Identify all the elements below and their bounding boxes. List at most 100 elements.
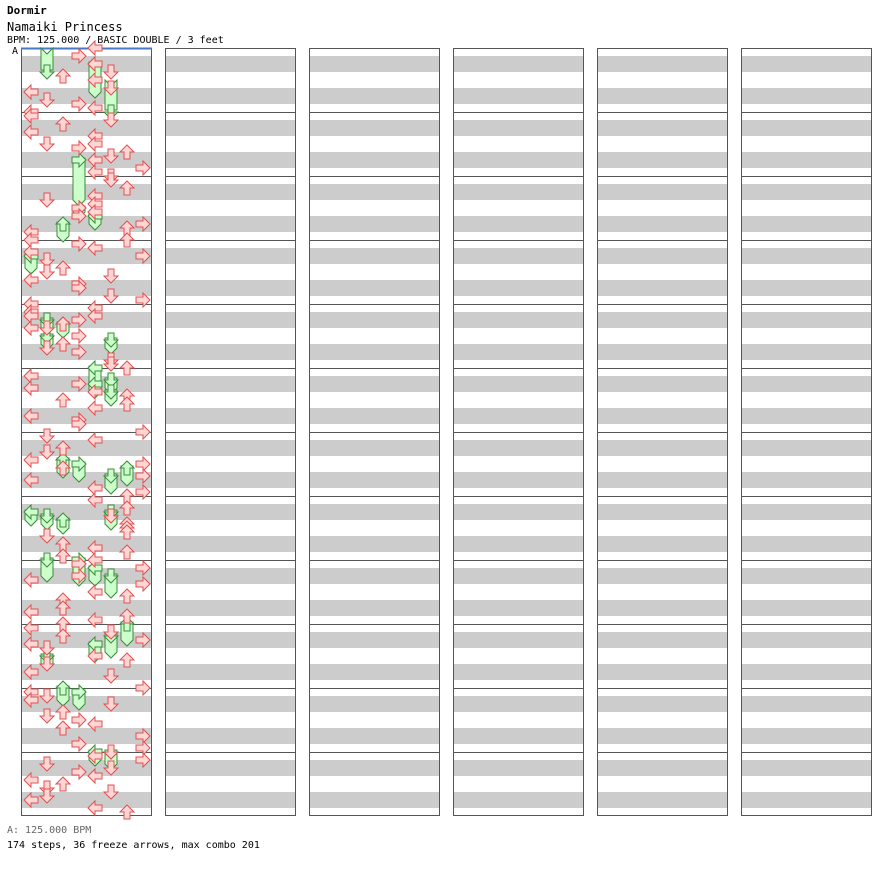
down-arrow-icon (102, 668, 120, 684)
right-arrow-icon (71, 95, 87, 113)
beat-stripe (741, 376, 872, 392)
up-arrow-icon (54, 600, 72, 616)
beat-stripe (453, 792, 584, 808)
left-arrow-icon (23, 603, 39, 621)
beat-stripe (453, 472, 584, 488)
left-arrow-icon (87, 203, 103, 221)
beat-stripe (453, 696, 584, 712)
beat-stripe (741, 568, 872, 584)
beat-stripe (597, 152, 728, 168)
beat-stripe (453, 56, 584, 72)
beat-stripe (597, 504, 728, 520)
beat-stripe (741, 56, 872, 72)
beat-stripe (741, 632, 872, 648)
beat-stripe (21, 56, 152, 72)
beat-stripe (597, 536, 728, 552)
beat-stripe (741, 536, 872, 552)
column-border (165, 48, 296, 816)
beat-stripe (309, 312, 440, 328)
beat-stripe (309, 728, 440, 744)
left-arrow-icon (87, 307, 103, 325)
beat-stripe (309, 248, 440, 264)
beat-stripe (453, 664, 584, 680)
beat-stripe (597, 56, 728, 72)
up-arrow-icon (54, 628, 72, 644)
beat-stripe (309, 664, 440, 680)
left-arrow-icon (23, 619, 39, 637)
beat-stripe (21, 408, 152, 424)
down-arrow-icon (102, 784, 120, 800)
beat-stripe (165, 568, 296, 584)
beat-stripe (309, 600, 440, 616)
column-border (597, 48, 728, 816)
beat-stripe (453, 408, 584, 424)
right-arrow-icon (71, 47, 87, 65)
left-arrow-icon (87, 431, 103, 449)
up-arrow-icon (118, 652, 136, 668)
beat-stripe (453, 184, 584, 200)
beat-stripe (21, 760, 152, 776)
up-arrow-icon (118, 360, 136, 376)
beat-stripe (165, 632, 296, 648)
beat-stripe (597, 792, 728, 808)
left-arrow-icon (23, 107, 39, 125)
right-arrow-icon (135, 483, 151, 501)
beat-stripe (165, 312, 296, 328)
beat-stripe (453, 440, 584, 456)
beat-stripe (309, 152, 440, 168)
beat-stripe (21, 248, 152, 264)
down-arrow-icon (102, 288, 120, 304)
up-arrow-icon (54, 460, 72, 476)
beat-stripe (309, 792, 440, 808)
down-arrow-icon (102, 384, 120, 400)
up-arrow-icon (118, 524, 136, 540)
beat-stripe (597, 760, 728, 776)
up-arrow-icon (118, 500, 136, 516)
chart-stats: 174 steps, 36 freeze arrows, max combo 2… (7, 840, 260, 851)
beat-stripe (309, 760, 440, 776)
right-arrow-icon (71, 763, 87, 781)
down-arrow-icon (38, 552, 56, 568)
up-arrow-icon (118, 144, 136, 160)
down-arrow-icon (38, 528, 56, 544)
bpm-marker-label: A (12, 46, 19, 57)
left-arrow-icon (87, 767, 103, 785)
right-arrow-icon (135, 467, 151, 485)
left-arrow-icon (87, 383, 103, 401)
beat-stripe (309, 56, 440, 72)
left-arrow-icon (87, 239, 103, 257)
up-arrow-icon (118, 804, 136, 820)
right-arrow-icon (71, 375, 87, 393)
beat-stripe (309, 472, 440, 488)
right-arrow-icon (71, 567, 87, 585)
beat-stripe (597, 696, 728, 712)
up-arrow-icon (54, 776, 72, 792)
beat-stripe (597, 344, 728, 360)
up-arrow-icon (54, 336, 72, 352)
down-arrow-icon (38, 788, 56, 804)
right-arrow-icon (71, 207, 87, 225)
right-arrow-icon (135, 679, 151, 697)
beat-stripe (21, 664, 152, 680)
left-arrow-icon (87, 55, 103, 73)
left-arrow-icon (23, 123, 39, 141)
left-arrow-icon (23, 771, 39, 789)
right-arrow-icon (71, 235, 87, 253)
beat-stripe (741, 152, 872, 168)
left-arrow-icon (87, 99, 103, 117)
right-arrow-icon (71, 139, 87, 157)
left-arrow-icon (23, 83, 39, 101)
beat-stripe (597, 280, 728, 296)
beat-stripe (453, 248, 584, 264)
beat-stripe (741, 760, 872, 776)
down-arrow-icon (102, 332, 120, 348)
up-arrow-icon (118, 460, 136, 476)
beat-stripe (741, 728, 872, 744)
down-arrow-icon (38, 640, 56, 656)
beat-stripe (165, 56, 296, 72)
beat-stripe (165, 184, 296, 200)
left-arrow-icon (23, 243, 39, 261)
column-border (309, 48, 440, 816)
left-arrow-icon (23, 319, 39, 337)
